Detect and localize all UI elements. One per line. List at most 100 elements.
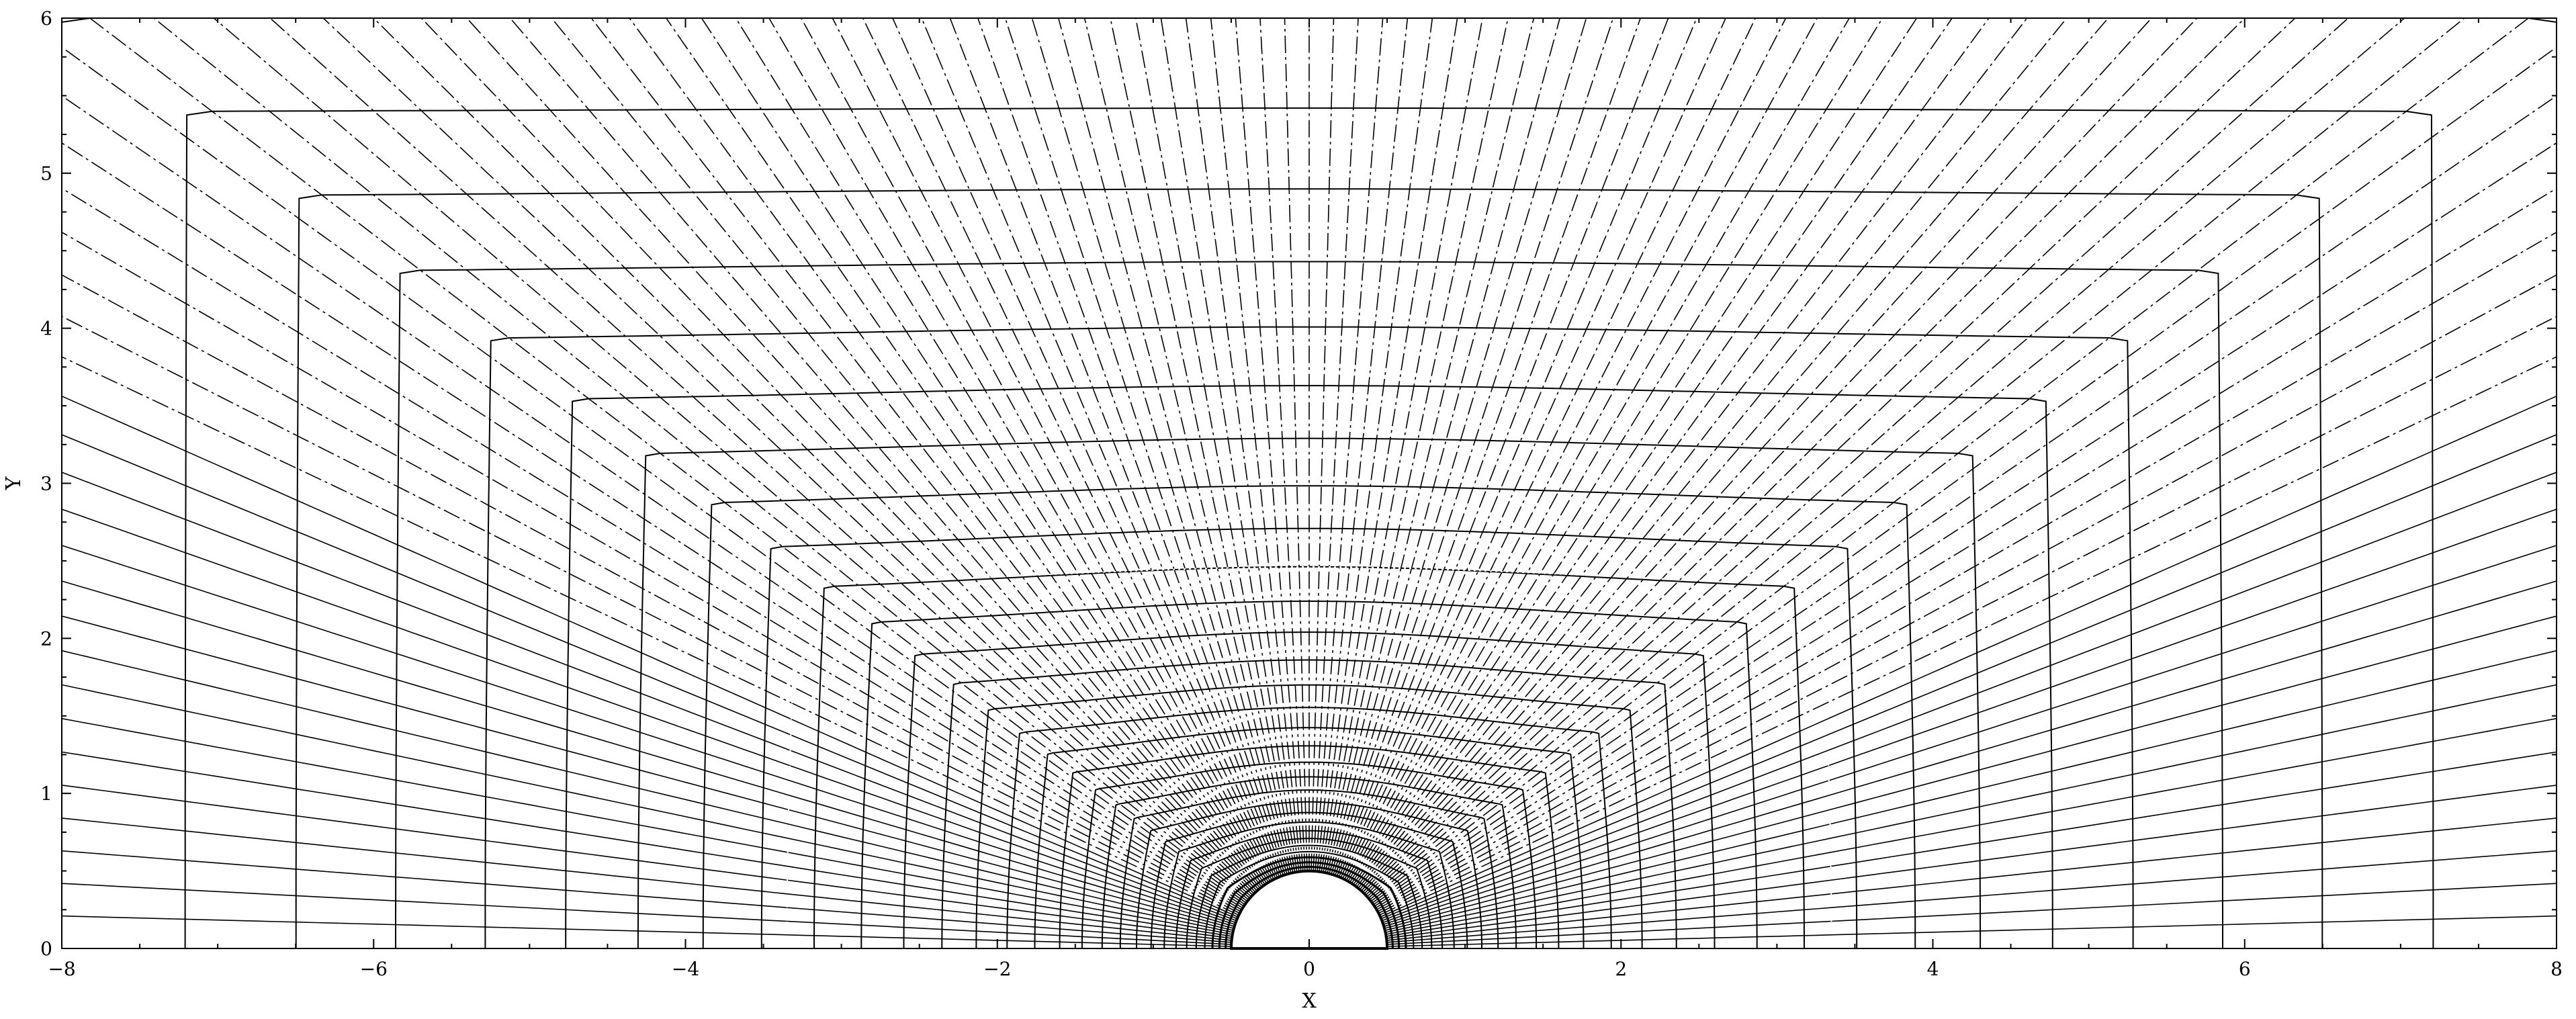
grid-radial-line <box>977 17 1284 876</box>
grid-radial-line <box>1364 17 2246 894</box>
grid-radial-line <box>1386 817 2557 941</box>
grid-radial-line <box>61 751 1233 937</box>
grid-radial-line <box>1343 17 1787 880</box>
grid-radial-line <box>1334 17 1641 876</box>
grid-level-curve <box>702 485 1916 949</box>
grid-radial-line <box>1333 17 1614 875</box>
grid-radial-line <box>1369 17 2465 901</box>
grid-radial-line <box>1110 17 1294 873</box>
grid-level-curve <box>1186 838 1433 948</box>
grid-radial-line <box>1379 356 2557 916</box>
grid-radial-line <box>1327 17 1535 873</box>
x-tick-label: 8 <box>2550 958 2563 980</box>
grid-radial-line <box>1323 17 1483 873</box>
grid-radial-line <box>61 274 1241 912</box>
grid-radial-line <box>61 545 1235 926</box>
grid-radial-line <box>1368 17 2405 899</box>
grid-radial-line <box>89 17 1248 902</box>
grid-level-curve <box>565 385 2053 948</box>
grid-level-curve <box>1195 844 1423 948</box>
grid-level-curve <box>484 326 2134 948</box>
grid-radial-line <box>1353 17 1953 885</box>
grid-level-curve <box>395 261 2223 948</box>
grid-level-curve <box>760 527 1858 948</box>
grid-radial-line <box>1382 472 2557 922</box>
grid-radial-line <box>1235 17 1304 871</box>
grid-radial-line <box>1383 545 2557 926</box>
grid-radial-line <box>269 17 1252 897</box>
grid-radial-line <box>61 356 1239 916</box>
grid-level-curve <box>1175 830 1444 948</box>
grid-radial-line <box>1377 274 2557 912</box>
grid-radial-line <box>1358 17 2068 889</box>
grid-radial-line <box>1376 232 2557 910</box>
x-tick-label: 6 <box>2239 958 2251 980</box>
grid-radial-line <box>61 187 1243 909</box>
grid-radial-line <box>1386 785 2557 939</box>
grid-radial-line <box>1058 17 1290 874</box>
grid-radial-line <box>1004 17 1286 875</box>
grid-radial-line <box>1351 17 1918 884</box>
grid-radial-line <box>1366 17 2349 897</box>
grid-level-curve <box>1101 776 1517 948</box>
grid-radial-line <box>1386 850 2557 943</box>
grid-radial-line <box>61 46 1247 903</box>
grid-radial-line <box>1356 17 2028 887</box>
grid-level-curve <box>1163 821 1455 948</box>
grid-radial-line <box>1340 17 1726 878</box>
grid-radial-line <box>61 915 1232 947</box>
grid-radial-line <box>1384 615 2557 929</box>
x-tick-label: −2 <box>983 958 1011 980</box>
grid-radial-line <box>701 17 1268 884</box>
grid-radial-line <box>1185 17 1300 872</box>
grid-radial-line <box>768 17 1271 882</box>
grid-radial-line <box>61 232 1242 910</box>
grid-radial-line <box>1373 95 2557 905</box>
grid-level-curve <box>1119 789 1499 948</box>
grid-radial-line <box>1315 17 1384 871</box>
grid-radial-line <box>61 615 1235 929</box>
grid-level-curve <box>1225 866 1394 948</box>
grid-radial-line <box>509 17 1259 890</box>
grid-radial-line <box>1311 17 1335 871</box>
x-tick-label: −6 <box>360 958 388 980</box>
y-tick-label: 2 <box>40 627 52 650</box>
grid-radial-line <box>921 17 1280 877</box>
grid-radial-line <box>1321 17 1458 873</box>
grid-radial-line <box>61 817 1232 941</box>
grid-radial-line <box>1382 508 2557 924</box>
grid-radial-line <box>61 785 1233 939</box>
grid-level-curve <box>1150 811 1468 948</box>
grid-radial-line <box>892 17 1278 878</box>
grid-radial-line <box>801 17 1273 881</box>
grid-level-curve <box>903 631 1716 948</box>
grid-radial-line <box>61 434 1238 920</box>
grid-radial-line <box>1361 17 2152 891</box>
grid-level-curve <box>860 601 1758 948</box>
grid-radial-line <box>1210 17 1302 872</box>
grid-radial-line <box>832 17 1275 880</box>
x-axis-label: X <box>1302 989 1317 1013</box>
x-tick-label: −4 <box>672 958 699 980</box>
grid-level-curve <box>1211 856 1407 948</box>
grid-radial-line <box>1342 17 1757 879</box>
grid-radial-line <box>1380 434 2557 920</box>
grid-level-curve <box>1081 761 1538 948</box>
grid-radial-line <box>61 508 1236 924</box>
grid-level-curve <box>295 188 2323 948</box>
grid-level-curve <box>975 684 1643 948</box>
grid-radial-line <box>1331 17 1587 875</box>
y-tick-label: 1 <box>40 783 52 805</box>
grid-radial-line <box>1313 17 1359 871</box>
grid-radial-line <box>1385 684 2557 933</box>
grid-radial-line <box>1338 17 1697 877</box>
grid-radial-line <box>1374 142 2557 907</box>
grid-level-curve <box>1059 745 1560 948</box>
grid-radial-line <box>1347 17 1850 882</box>
grid-radial-line <box>61 650 1234 931</box>
grid-radial-line <box>1384 580 2557 927</box>
grid-radial-line <box>1329 17 1560 874</box>
grid-radial-line <box>1160 17 1298 873</box>
grid-radial-line <box>1319 17 1433 872</box>
